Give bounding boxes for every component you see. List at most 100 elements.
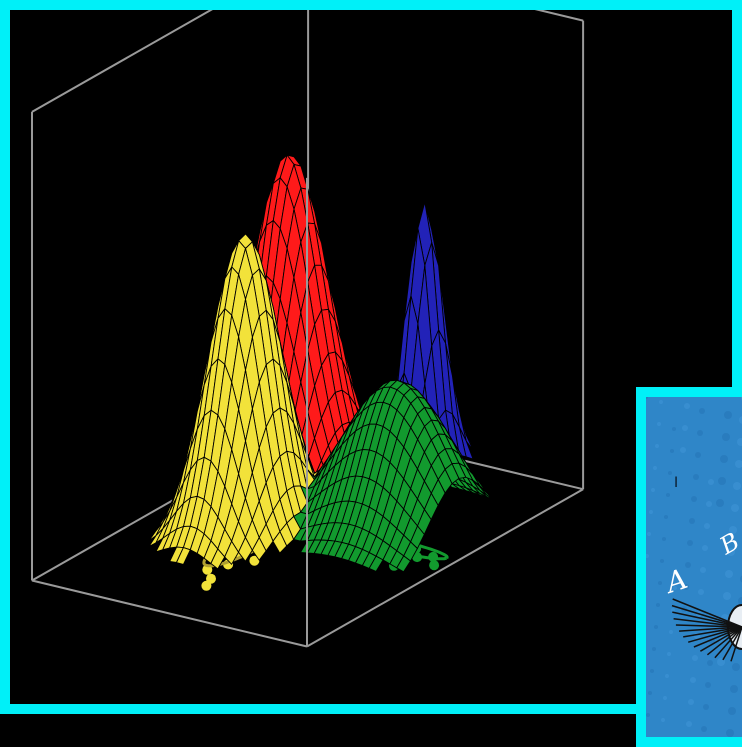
texture-dot bbox=[720, 455, 728, 463]
texture-dot bbox=[657, 422, 661, 426]
texture-dot bbox=[662, 537, 666, 541]
texture-dot bbox=[706, 501, 712, 507]
figure-whisker bbox=[714, 626, 742, 659]
texture-dot bbox=[656, 603, 660, 607]
texture-dot bbox=[651, 488, 655, 492]
axis-edge-top-back bbox=[534, 10, 584, 22]
texture-dot bbox=[684, 403, 690, 409]
figure-whisker bbox=[671, 604, 742, 628]
texture-dot bbox=[673, 586, 677, 590]
figure-whisker bbox=[683, 626, 742, 638]
texture-dot bbox=[663, 696, 667, 700]
texture-dot bbox=[723, 592, 731, 600]
texture-dot bbox=[649, 510, 653, 514]
inset-letter-a: A bbox=[659, 562, 691, 601]
texture-dot bbox=[725, 570, 733, 578]
texture-dot bbox=[652, 647, 656, 651]
texture-dot bbox=[717, 658, 725, 666]
texture-dot bbox=[686, 721, 692, 727]
texture-dot bbox=[731, 504, 739, 512]
point-green-10 bbox=[429, 560, 440, 571]
texture-dot bbox=[648, 691, 652, 695]
figure-whisker bbox=[693, 626, 742, 648]
surface-cell bbox=[210, 548, 226, 570]
texture-dot bbox=[687, 540, 693, 546]
texture-dot bbox=[646, 554, 649, 558]
chart-frame bbox=[0, 0, 742, 714]
texture-dot bbox=[730, 685, 738, 693]
inset-partial-text: I bbox=[674, 475, 678, 491]
texture-dot bbox=[699, 408, 705, 414]
texture-dot bbox=[683, 584, 689, 590]
texture-dot bbox=[733, 482, 741, 490]
texture-dot bbox=[690, 677, 696, 683]
texture-dot bbox=[688, 699, 694, 705]
texture-dot bbox=[671, 608, 675, 612]
texture-dot bbox=[718, 477, 726, 485]
texture-dot bbox=[700, 567, 706, 573]
texture-dot bbox=[667, 652, 671, 656]
texture-dot bbox=[738, 597, 742, 605]
texture-dot bbox=[707, 660, 713, 666]
texture-dot bbox=[654, 625, 658, 629]
texture-dot bbox=[724, 411, 732, 419]
texture-dot bbox=[653, 466, 657, 470]
texture-dot bbox=[726, 729, 734, 737]
texture-dot bbox=[716, 499, 724, 507]
texture-dot bbox=[689, 518, 695, 524]
point-yellow-11 bbox=[249, 555, 260, 566]
texture-dot bbox=[732, 663, 740, 671]
texture-dot bbox=[669, 630, 673, 634]
texture-dot bbox=[670, 449, 674, 453]
texture-dot bbox=[698, 589, 704, 595]
texture-dot bbox=[728, 707, 736, 715]
texture-dot bbox=[703, 704, 709, 710]
texture-dot bbox=[704, 523, 710, 529]
density-surface bbox=[147, 153, 508, 573]
figure-whisker bbox=[673, 617, 742, 628]
figure-whisker bbox=[706, 626, 742, 656]
inset-letter-b: B bbox=[714, 527, 742, 561]
inset-texture bbox=[646, 397, 742, 737]
texture-dot bbox=[701, 726, 707, 732]
surface-cell bbox=[368, 555, 384, 572]
texture-dot bbox=[650, 669, 654, 673]
figure-whisker bbox=[675, 624, 742, 628]
floor-edge-front bbox=[31, 579, 308, 648]
texture-dot bbox=[680, 447, 686, 453]
point-yellow-10 bbox=[206, 573, 216, 584]
surface-cell bbox=[175, 547, 191, 565]
texture-dot bbox=[729, 526, 737, 534]
texture-dot bbox=[658, 581, 662, 585]
figure-whisker bbox=[672, 598, 742, 628]
surface-chart bbox=[31, 10, 585, 648]
texture-dot bbox=[693, 474, 699, 480]
texture-dot bbox=[682, 425, 688, 431]
texture-dot bbox=[697, 430, 703, 436]
texture-dot bbox=[646, 397, 648, 399]
surface-cell bbox=[237, 536, 253, 563]
antenna-figure-icon bbox=[671, 598, 742, 662]
texture-dot bbox=[722, 433, 730, 441]
texture-dot bbox=[739, 416, 742, 424]
figure-whisker bbox=[700, 626, 742, 652]
texture-dot bbox=[708, 479, 714, 485]
texture-dot bbox=[735, 460, 742, 468]
texture-dot bbox=[668, 471, 672, 475]
surface-cell bbox=[272, 530, 288, 554]
surface-cell bbox=[396, 555, 412, 573]
texture-dot bbox=[695, 452, 701, 458]
texture-dot bbox=[666, 493, 670, 497]
texture-dot bbox=[719, 636, 727, 644]
floor-edge-right bbox=[306, 488, 584, 648]
texture-dot bbox=[659, 400, 663, 404]
texture-dot bbox=[661, 718, 665, 722]
texture-dot bbox=[737, 438, 742, 446]
figure-whisker bbox=[687, 626, 742, 643]
texture-dot bbox=[692, 655, 698, 661]
texture-dot bbox=[660, 559, 664, 563]
texture-dot bbox=[702, 545, 708, 551]
texture-dot bbox=[705, 682, 711, 688]
figure-whisker bbox=[722, 626, 742, 661]
texture-dot bbox=[647, 532, 651, 536]
